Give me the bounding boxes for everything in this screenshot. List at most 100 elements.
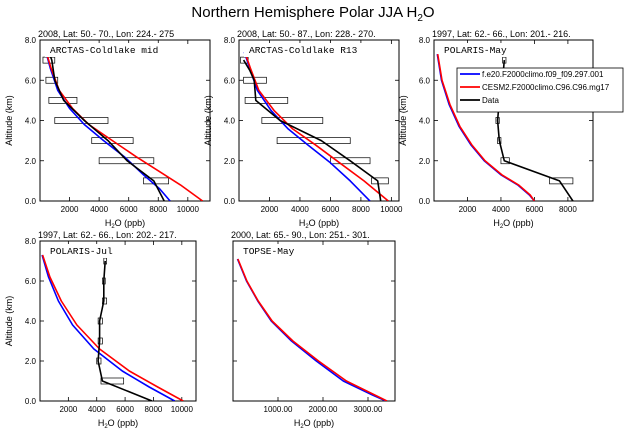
y-tick-label: 0.0 [419,197,431,206]
x-tick-label: 6000 [526,205,544,214]
y-tick-label: 4.0 [25,117,37,126]
y-axis-label: Altitude (km) [4,95,14,146]
campaign-label-bg [238,244,300,258]
data-range-box [100,377,125,385]
y-tick-label: 6.0 [25,277,37,286]
y-tick-label: 0.0 [224,197,236,206]
series-line-cesm2-f2000climo-c96-c96-mg17 [237,258,388,401]
legend: f.e20.F2000climo.f09_f09.297.001 CESM2.F2… [456,67,624,113]
y-tick-label: 8.0 [419,36,431,45]
series-line-cesm2-f2000climo-c96-c96-mg17 [436,53,536,201]
x-tick-label: 1000.00 [264,405,293,414]
panel-header: 2008, Lat: 50.- 87., Lon: 228.- 270. [237,29,376,39]
series-line-data [97,260,153,401]
data-range-box [371,177,389,185]
data-range-box [45,76,59,84]
y-tick-label: 4.0 [224,117,236,126]
data-range-box [500,157,510,165]
campaign-label: POLARIS-Jul [50,246,113,257]
x-tick-label: 4000 [291,205,309,214]
plot-frame [39,39,211,202]
campaign-label-bg [45,43,164,57]
plot-frame [238,39,400,202]
x-axis-label: H2O (ppb) [299,218,339,230]
panel-header: 1997, Lat: 62.- 66., Lon: 201.- 216. [432,29,571,39]
x-tick-label: 10000 [177,205,200,214]
x-tick-label: 4000 [88,405,106,414]
campaign-label-bg [244,43,363,57]
campaign-label: TOPSE-May [243,246,295,257]
x-tick-label: 4000 [492,205,510,214]
panel-header: 2000, Lat: 65.- 90., Lon: 251.- 301. [231,230,370,240]
x-axis-label: H2O (ppb) [294,418,334,430]
y-tick-label: 2.0 [25,357,37,366]
panel-3: 1997, Lat: 62.- 66., Lon: 201.- 216. 0.0 2… [398,29,594,230]
legend-label: CESM2.F2000climo.C96.C96.mg17 [482,83,610,92]
series-line-cesm2-f2000climo-c96-c96-mg17 [41,254,184,401]
panel-1: 2008, Lat: 50.- 70., Lon: 224.- 275 0.0 2.… [4,29,211,230]
series-line-f-e20-f2000climo-f09-f09-297-001 [243,51,371,201]
series-line-data [242,59,382,201]
x-tick-label: 10000 [380,205,403,214]
panel-4: 1997, Lat: 62.- 66., Lon: 202.- 217. 0.0 2… [4,230,197,430]
series-line-f-e20-f2000climo-f09-f09-297-001 [236,258,387,401]
panel-header: 2008, Lat: 50.- 70., Lon: 224.- 275 [38,29,174,39]
y-tick-label: 6.0 [224,76,236,85]
plot-frame [39,240,197,402]
x-tick-label: 8000 [352,205,370,214]
y-tick-label: 8.0 [25,36,37,45]
plot-frame [232,240,396,402]
y-tick-label: 2.0 [419,157,431,166]
y-tick-label: 0.0 [25,197,37,206]
y-axis-label: Altitude (km) [398,95,408,146]
x-tick-label: 10000 [171,405,194,414]
campaign-label: POLARIS-May [444,45,507,56]
panel-5: 2000, Lat: 65.- 90., Lon: 251.- 301. 1000… [231,230,396,430]
x-tick-label: 2000 [61,205,79,214]
campaign-label-bg [439,43,512,57]
campaign-label: ARCTAS-Coldlake mid [50,45,158,56]
x-tick-label: 2000 [459,205,477,214]
x-axis-label: H2O (ppb) [493,218,533,230]
campaign-label-bg [45,244,118,258]
legend-frame [456,67,624,113]
legend-label: f.e20.F2000climo.f09_f09.297.001 [482,70,604,79]
y-tick-label: 6.0 [25,76,37,85]
x-tick-label: 8000 [559,205,577,214]
y-tick-label: 0.0 [25,397,37,406]
panel-2: 2008, Lat: 50.- 87., Lon: 228.- 270. 0.0 2… [203,29,403,230]
y-tick-label: 6.0 [419,76,431,85]
series-line-cesm2-f2000climo-c96-c96-mg17 [45,51,204,201]
x-tick-label: 8000 [149,205,167,214]
x-tick-label: 2000.00 [309,405,338,414]
campaign-label: ARCTAS-Coldlake R13 [249,45,358,56]
data-range-box [91,137,134,144]
legend-label: Data [482,96,499,105]
figure-title: Northern Hemisphere Polar JJA H2O [191,4,434,24]
x-tick-label: 6000 [322,205,340,214]
y-tick-label: 2.0 [25,157,37,166]
series-line-data [48,51,165,201]
x-tick-label: 8000 [145,405,163,414]
series-line-cesm2-f2000climo-c96-c96-mg17 [244,51,389,201]
x-tick-label: 6000 [116,405,134,414]
x-tick-label: 2000 [59,405,77,414]
x-tick-label: 6000 [120,205,138,214]
data-range-box [261,117,324,124]
y-axis-label: Altitude (km) [4,296,14,347]
y-tick-label: 4.0 [419,117,431,126]
x-tick-label: 2000 [261,205,279,214]
series-line-f-e20-f2000climo-f09-f09-297-001 [41,254,176,401]
x-axis-label: H2O (ppb) [105,218,145,230]
y-tick-label: 2.0 [224,157,236,166]
y-tick-label: 8.0 [224,36,236,45]
data-range-box [330,157,371,165]
x-axis-label: H2O (ppb) [98,418,138,430]
y-tick-label: 4.0 [25,317,37,326]
x-tick-label: 3000.00 [354,405,383,414]
panel-header: 1997, Lat: 62.- 66., Lon: 202.- 217. [38,230,177,240]
y-tick-label: 8.0 [25,237,37,246]
x-tick-label: 4000 [90,205,108,214]
y-axis-label: Altitude (km) [203,95,213,146]
